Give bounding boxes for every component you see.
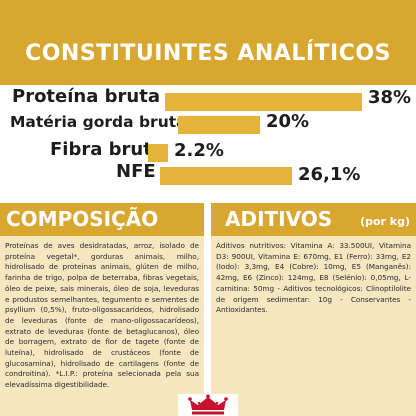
- additives-title: ADITIVOS: [225, 207, 333, 231]
- composition-title: COMPOSIÇÃO: [6, 207, 159, 231]
- analytic-row-protein: Proteína bruta 38%: [12, 87, 412, 119]
- additives-subtitle: (por kg): [360, 215, 410, 228]
- composition-box: COMPOSIÇÃO Proteínas de aves desidratada…: [0, 203, 204, 416]
- row-bar: [148, 144, 168, 162]
- row-bar: [160, 167, 292, 185]
- row-label: Proteína bruta: [12, 86, 160, 107]
- additives-header: ADITIVOS (por kg): [211, 203, 416, 236]
- row-value: 20%: [266, 111, 310, 132]
- row-value: 2.2%: [174, 140, 224, 161]
- row-label: Matéria gorda bruta: [10, 113, 187, 131]
- composition-header: COMPOSIÇÃO: [0, 203, 204, 236]
- row-bar: [165, 93, 362, 111]
- row-bar: [178, 116, 260, 134]
- row-label: NFE: [116, 161, 156, 182]
- analytic-header-band: [0, 0, 416, 85]
- analytic-row-fibre: Fibra bruta 2.2%: [50, 138, 410, 170]
- composition-text: Proteínas de aves desidratadas, arroz, i…: [5, 241, 199, 390]
- row-value: 38%: [368, 87, 412, 108]
- row-label: Fibra bruta: [50, 139, 164, 160]
- analytic-row-nfe: NFE 26,1%: [116, 160, 416, 192]
- row-value: 26,1%: [298, 164, 361, 185]
- analytic-row-fat: Matéria gorda bruta 20%: [10, 110, 410, 142]
- additives-text: Aditivos nutritivos: Vitamina A: 33.500U…: [216, 241, 411, 315]
- crown-logo-icon: [178, 394, 238, 416]
- analytic-title: CONSTITUINTES ANALÍTICOS: [25, 41, 391, 66]
- additives-box: ADITIVOS (por kg) Aditivos nutritivos: V…: [211, 203, 416, 416]
